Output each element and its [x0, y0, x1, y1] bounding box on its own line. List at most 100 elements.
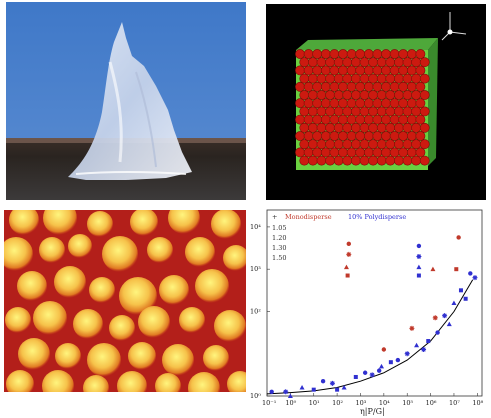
particle	[338, 49, 348, 59]
legend-row-2: 1.20	[272, 234, 286, 242]
particle	[351, 106, 361, 117]
particle	[385, 106, 396, 117]
particle	[398, 131, 409, 141]
particle	[351, 139, 361, 150]
point-poly	[446, 321, 452, 327]
droplet	[162, 344, 194, 376]
point-poly	[404, 351, 410, 357]
droplet	[73, 309, 103, 339]
droplet	[195, 269, 229, 303]
particle	[295, 147, 305, 158]
particle	[308, 90, 318, 100]
particle	[351, 90, 361, 100]
particle	[312, 114, 323, 125]
particle	[325, 57, 335, 68]
simulation-panel	[266, 4, 486, 200]
point-poly	[416, 243, 422, 249]
particle	[308, 57, 318, 68]
particle	[329, 65, 340, 76]
droplet	[223, 245, 246, 271]
particle	[376, 73, 387, 84]
particle	[381, 131, 391, 141]
point-poly	[329, 380, 335, 386]
particle	[312, 81, 323, 92]
particle	[312, 49, 323, 59]
particle	[381, 114, 391, 125]
point-poly	[379, 363, 385, 369]
particle	[372, 131, 383, 141]
point-poly	[341, 385, 347, 390]
y-tick-label: 10²	[250, 307, 261, 315]
particle	[316, 155, 327, 166]
droplet	[55, 343, 81, 369]
particle	[333, 57, 344, 68]
droplet	[4, 237, 33, 271]
particle	[333, 122, 344, 133]
y-tick-label: 10⁰	[250, 392, 261, 400]
particle	[406, 81, 417, 92]
particle	[346, 147, 357, 158]
point-mono	[346, 251, 352, 257]
particle	[308, 106, 318, 117]
particle	[406, 65, 417, 76]
x-tick-label: 10⁸	[472, 399, 483, 407]
particle	[329, 114, 340, 125]
droplet	[168, 210, 200, 234]
particle	[320, 114, 331, 125]
point-poly	[414, 342, 420, 348]
tick-group: 10⁻¹ 10⁰ 10¹ 10² 10³ 10⁴ 10⁵ 10⁶ 10⁷ 10⁸10⁴10³10²…	[250, 223, 484, 407]
point-poly	[395, 357, 401, 363]
point-mono	[343, 264, 349, 270]
x-tick-label: 10⁶	[426, 399, 437, 407]
droplet	[68, 234, 92, 258]
droplet	[102, 236, 138, 272]
particle	[363, 49, 374, 59]
point-poly	[353, 374, 358, 379]
particle	[368, 57, 378, 68]
particle	[346, 131, 357, 141]
particle	[398, 147, 409, 158]
particle	[329, 131, 340, 141]
particle	[316, 139, 327, 150]
droplet	[87, 211, 113, 237]
fit-curve-group	[266, 279, 474, 395]
droplet	[147, 237, 173, 263]
droplet	[83, 375, 109, 392]
particle	[316, 73, 327, 84]
particle	[381, 81, 391, 92]
fit-curve	[266, 279, 474, 395]
droplet	[5, 307, 31, 333]
particle	[316, 122, 327, 133]
particle	[402, 57, 413, 68]
x-tick-label: 10¹	[309, 399, 320, 407]
particle	[346, 65, 357, 76]
point-poly	[416, 254, 422, 259]
y-tick-label: 10⁴	[250, 223, 261, 231]
particle	[393, 73, 404, 84]
particle	[406, 49, 417, 59]
point-poly	[369, 372, 375, 378]
particle	[385, 139, 396, 150]
particle	[320, 49, 331, 59]
point-poly	[442, 313, 448, 319]
particle	[398, 114, 409, 125]
point-poly	[269, 389, 274, 394]
particle	[402, 73, 413, 84]
droplet	[185, 237, 215, 267]
point-poly	[311, 387, 316, 392]
particle	[376, 122, 387, 133]
particle	[333, 90, 344, 100]
axis-triad	[441, 12, 467, 41]
particle	[381, 49, 391, 59]
droplet	[33, 301, 67, 335]
x-tick-label: 10⁻¹	[262, 399, 277, 407]
particle	[320, 98, 331, 109]
particle	[398, 65, 409, 76]
droplet	[119, 277, 157, 315]
particle	[359, 57, 370, 68]
particle	[316, 57, 327, 68]
particle	[381, 65, 391, 76]
particle	[402, 90, 413, 100]
particle	[351, 155, 361, 166]
particle	[411, 57, 421, 68]
